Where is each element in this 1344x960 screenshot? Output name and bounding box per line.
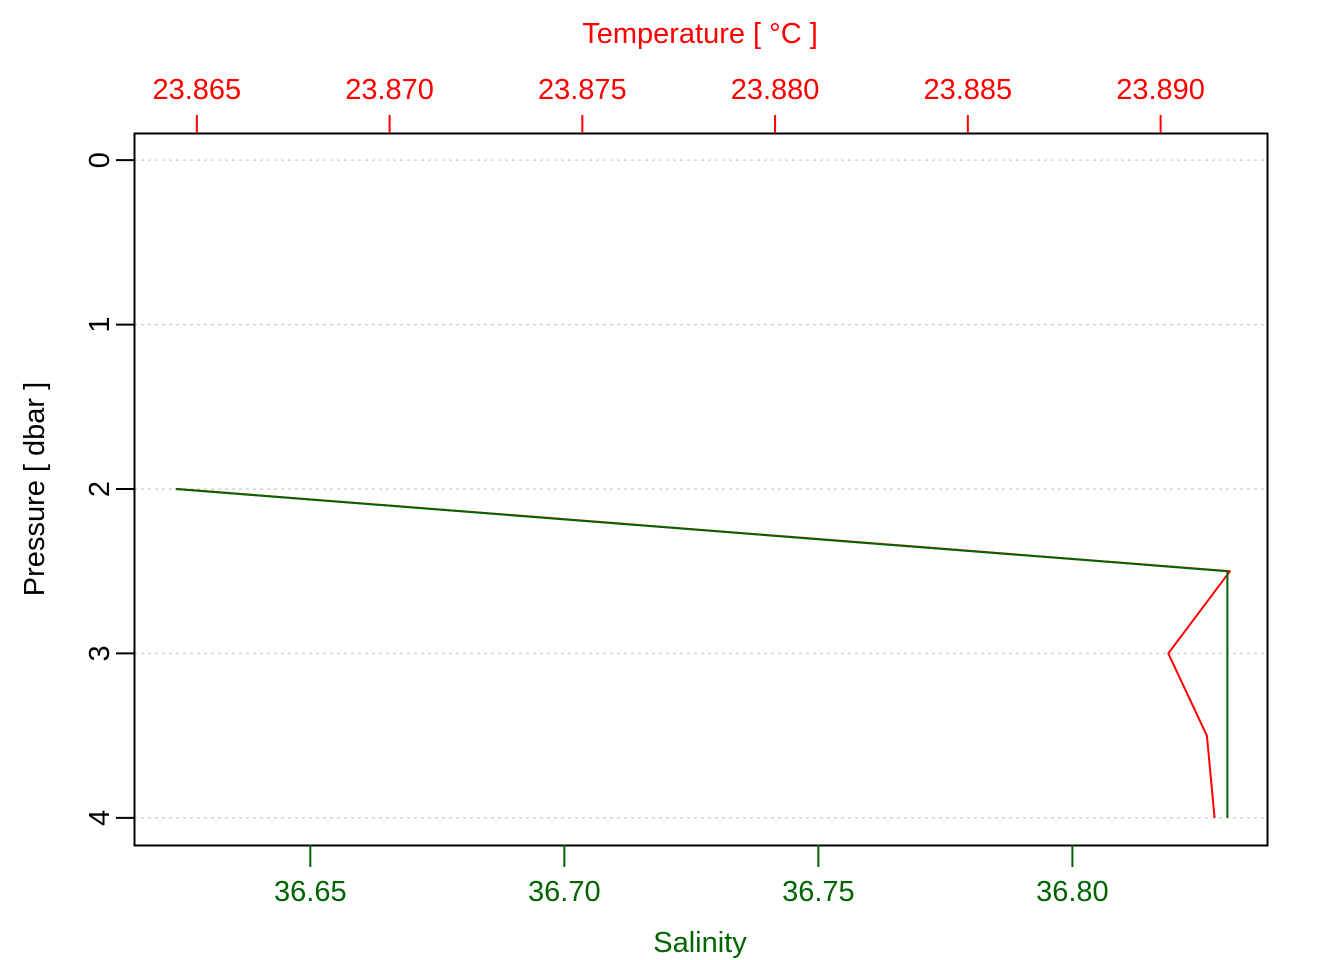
temperature-tick-label-5: 23.890 [1116, 74, 1205, 106]
x-axis-temperature: 23.865 23.870 23.875 23.880 23.885 23.890 [152, 74, 1205, 133]
temperature-tick-label-1: 23.870 [345, 74, 434, 106]
salinity-tick-label-3: 36.80 [1036, 876, 1109, 908]
temperature-tick-label-2: 23.875 [538, 74, 627, 106]
y-tick-label-0: 0 [84, 152, 116, 168]
y-axis: 0 1 2 3 4 [84, 152, 134, 826]
temperature-tick-label-4: 23.885 [923, 74, 1012, 106]
salinity-line [175, 488, 1229, 818]
salinity-axis-title: Salinity [653, 927, 747, 959]
y-tick-label-4: 4 [84, 810, 116, 826]
salinity-tick-label-2: 36.75 [782, 876, 855, 908]
temperature-tick-label-3: 23.880 [731, 74, 820, 106]
y-tick-label-1: 1 [84, 316, 116, 332]
x-axis-salinity: 36.65 36.70 36.75 36.80 [274, 845, 1109, 908]
series-lines [175, 488, 1231, 818]
temperature-tick-label-0: 23.865 [152, 74, 241, 106]
y-tick-label-2: 2 [84, 481, 116, 497]
y-tick-label-3: 3 [84, 645, 116, 661]
salinity-tick-label-1: 36.70 [528, 876, 601, 908]
pressure-axis-title: Pressure [ dbar ] [19, 382, 51, 596]
plot-frame [133, 132, 1269, 847]
temperature-axis-title: Temperature [ °C ] [582, 18, 818, 50]
salinity-tick-label-0: 36.65 [274, 876, 347, 908]
grid-lines [134, 159, 1267, 819]
